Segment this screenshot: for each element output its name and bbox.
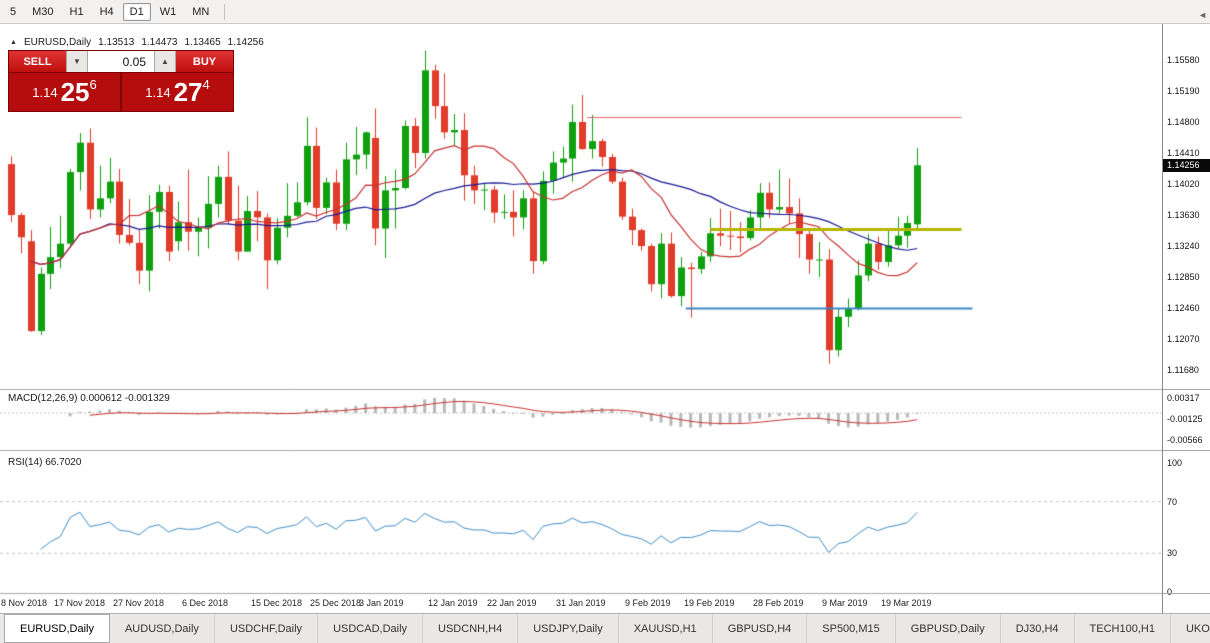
panel-separator: [1163, 593, 1210, 594]
sell-price-pipette: 6: [89, 76, 97, 92]
timeframe-button-h4[interactable]: H4: [99, 5, 114, 18]
timeframe-button-m30[interactable]: M30: [32, 5, 54, 18]
tab-ukoil-h1[interactable]: UKOil,H1: [1171, 614, 1210, 643]
tab-tech100-h1[interactable]: TECH100,H1: [1075, 614, 1171, 643]
date-axis-label: 27 Nov 2018: [113, 598, 165, 608]
price-chart-canvas[interactable]: [0, 24, 1162, 613]
ohlc-low: 1.13465: [184, 37, 221, 48]
tab-audusd-daily[interactable]: AUDUSD,Daily: [110, 614, 215, 643]
rsi-scale-100: 100: [1167, 458, 1183, 468]
chart-header: ▲ EURUSD,Daily 1.13513 1.14473 1.13465 1…: [10, 37, 264, 48]
price-scale-label: 1.15190: [1167, 86, 1200, 96]
price-scale-label: 1.13240: [1167, 241, 1200, 251]
tab-eurusd-daily[interactable]: EURUSD,Daily: [4, 614, 110, 643]
rsi-scale-0: 0: [1167, 587, 1173, 597]
chart-region: ▲ EURUSD,Daily 1.13513 1.14473 1.13465 1…: [0, 24, 1210, 613]
tab-scroll-left-button[interactable]: ◄: [1198, 10, 1207, 20]
price-scale-label: 1.11680: [1167, 365, 1199, 375]
price-scale-label: 1.12070: [1167, 334, 1200, 344]
buy-price-pipette: 4: [202, 76, 210, 92]
date-axis-label: 8 Nov 2018: [1, 598, 48, 608]
date-axis-label: 19 Feb 2019: [684, 598, 735, 608]
sell-price-display[interactable]: 1.14 25 6: [9, 73, 120, 111]
date-axis-label: 3 Jan 2019: [359, 598, 404, 608]
volume-decrease-button[interactable]: ▼: [66, 51, 88, 72]
ohlc-close: 1.14256: [227, 37, 264, 48]
date-axis-label: 19 Mar 2019: [881, 598, 932, 608]
date-axis-label: 17 Nov 2018: [54, 598, 106, 608]
date-axis-label: 9 Mar 2019: [822, 598, 868, 608]
date-axis-label: 15 Dec 2018: [251, 598, 303, 608]
price-scale-label: 1.14800: [1167, 117, 1200, 127]
date-axis-label: 9 Feb 2019: [625, 598, 671, 608]
tab-sp500-m15[interactable]: SP500,M15: [807, 614, 896, 643]
macd-scale-max: 0.00317: [1167, 393, 1200, 403]
price-scale-label: 1.14020: [1167, 179, 1200, 189]
price-scale-label: 1.13630: [1167, 210, 1200, 220]
volume-increase-button[interactable]: ▲: [154, 51, 176, 72]
date-axis-label: 12 Jan 2019: [428, 598, 478, 608]
tab-gbpusd-daily[interactable]: GBPUSD,Daily: [896, 614, 1001, 643]
macd-scale-min: -0.00566: [1167, 435, 1203, 445]
timeframe-toolbar: 5 M30 H1 H4 D1 W1 MN: [0, 0, 1210, 24]
timeframe-button-w1[interactable]: W1: [159, 5, 177, 18]
date-axis-label: 22 Jan 2019: [487, 598, 537, 608]
buy-price-display[interactable]: 1.14 27 4: [122, 73, 233, 111]
symbol-marker-icon: ▲: [10, 39, 17, 46]
date-axis-label: 31 Jan 2019: [556, 598, 606, 608]
rsi-scale-70: 70: [1167, 497, 1178, 507]
price-scale-label: 1.12850: [1167, 272, 1200, 282]
timeframe-button-d1[interactable]: D1: [122, 2, 151, 21]
sell-button[interactable]: SELL: [9, 51, 66, 72]
ohlc-open: 1.13513: [98, 37, 135, 48]
timeframe-button-mn[interactable]: MN: [192, 5, 210, 18]
tab-usdcnh-h4[interactable]: USDCNH,H4: [423, 614, 519, 643]
current-price-badge: 1.14256: [1163, 159, 1210, 172]
sell-price-big: 25: [60, 77, 90, 107]
price-scale[interactable]: 1.14256 0.00317 -0.00125 -0.00566 100 70…: [1162, 24, 1210, 613]
price-scale-label: 1.12460: [1167, 303, 1200, 313]
price-scale-label: 1.14410: [1167, 148, 1200, 158]
one-click-trading-panel: SELL ▼ 0.05 ▲ BUY 1.14 25 6 1.14 27 4: [8, 50, 234, 112]
macd-scale-mid: -0.00125: [1167, 414, 1203, 424]
rsi-indicator-label: RSI(14) 66.7020: [8, 457, 82, 468]
date-axis: 8 Nov 2018 17 Nov 2018 27 Nov 2018 6 Dec 20…: [0, 595, 1162, 613]
tab-gbpusd-h4[interactable]: GBPUSD,H4: [713, 614, 808, 643]
tab-dj30-h4[interactable]: DJ30,H4: [1001, 614, 1075, 643]
price-scale-label: 1.15580: [1167, 55, 1200, 65]
chart-tabs: EURUSD,Daily AUDUSD,Daily USDCHF,Daily USDC…: [0, 613, 1210, 643]
date-axis-label: 25 Dec 2018: [310, 598, 362, 608]
buy-price-prefix: 1.14: [145, 84, 171, 100]
tab-usdcad-daily[interactable]: USDCAD,Daily: [318, 614, 424, 643]
tab-usdchf-daily[interactable]: USDCHF,Daily: [215, 614, 319, 643]
timeframe-button-5[interactable]: 5: [10, 5, 17, 18]
toolbar-separator: [224, 3, 226, 20]
chart-symbol-period: EURUSD,Daily: [23, 37, 92, 48]
panel-separator: [1163, 450, 1210, 451]
tab-usdjpy-daily[interactable]: USDJPY,Daily: [518, 614, 619, 643]
ohlc-high: 1.14473: [141, 37, 178, 48]
macd-indicator-label: MACD(12,26,9) 0.000612 -0.001329: [8, 393, 170, 404]
tab-xauusd-h1[interactable]: XAUUSD,H1: [619, 614, 713, 643]
panel-separator: [1163, 389, 1210, 390]
timeframe-button-h1[interactable]: H1: [69, 5, 84, 18]
date-axis-label: 6 Dec 2018: [182, 598, 229, 608]
rsi-scale-30: 30: [1167, 548, 1178, 558]
volume-input[interactable]: 0.05: [88, 51, 154, 72]
buy-button[interactable]: BUY: [176, 51, 233, 72]
sell-price-prefix: 1.14: [32, 84, 58, 100]
date-axis-label: 28 Feb 2019: [753, 598, 804, 608]
buy-price-big: 27: [173, 77, 203, 107]
